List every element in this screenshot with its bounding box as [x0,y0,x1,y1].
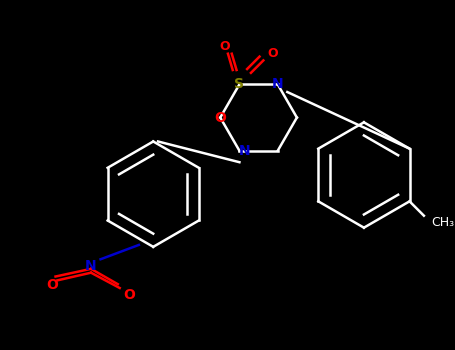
Text: N: N [85,259,97,273]
Text: O: O [47,278,59,292]
Text: O: O [220,40,230,52]
Text: O: O [268,47,278,60]
Text: O: O [214,111,226,125]
Text: O: O [123,288,135,302]
Text: S: S [234,77,244,91]
Text: N: N [272,77,283,91]
Text: CH₃: CH₃ [431,216,454,229]
Text: N: N [238,144,250,158]
